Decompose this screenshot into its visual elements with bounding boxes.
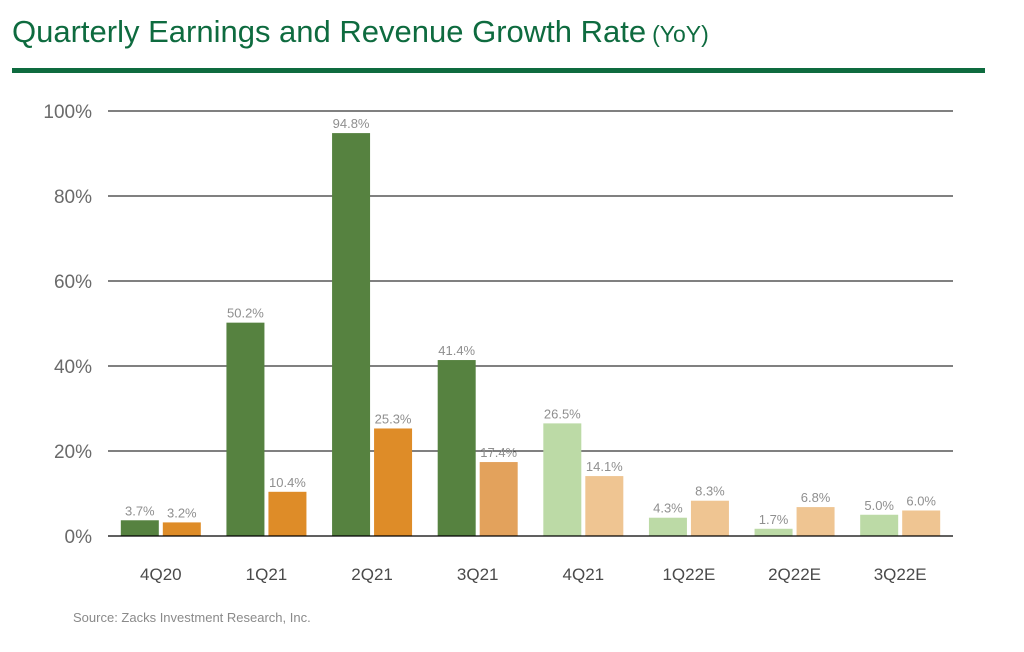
bar-series-2-1q22e	[690, 500, 729, 536]
bar-series-2-2q21	[374, 428, 413, 536]
chart-title-suffix: (YoY)	[652, 21, 709, 47]
data-label: 26.5%	[544, 406, 581, 421]
x-tick-label: 4Q21	[563, 565, 605, 584]
bar-series-1-1q21	[226, 322, 265, 536]
y-tick-label: 20%	[54, 442, 92, 463]
x-tick-label: 3Q22E	[874, 565, 927, 584]
data-label: 3.7%	[125, 503, 155, 518]
x-tick-label: 1Q22E	[662, 565, 715, 584]
y-tick-label: 80%	[54, 187, 92, 208]
data-label: 5.0%	[864, 498, 894, 513]
x-tick-label: 2Q22E	[768, 565, 821, 584]
data-label: 6.0%	[906, 494, 936, 509]
bar-series-1-3q21	[437, 360, 476, 536]
data-label: 50.2%	[227, 306, 264, 321]
bar-series-1-2q22e	[754, 528, 793, 536]
data-label: 4.3%	[653, 501, 683, 516]
data-label: 8.3%	[695, 484, 725, 499]
x-tick-label: 1Q21	[246, 565, 288, 584]
bar-series-2-4q20	[162, 522, 201, 536]
data-label: 3.2%	[167, 505, 197, 520]
bar-series-2-2q22e	[796, 507, 835, 536]
data-label: 25.3%	[375, 411, 412, 426]
bar-series-2-3q22e	[902, 510, 941, 536]
data-label: 10.4%	[269, 475, 306, 490]
data-label: 17.4%	[480, 445, 517, 460]
source-note: Source: Zacks Investment Research, Inc.	[73, 610, 311, 625]
bar-series-1-4q20	[120, 520, 159, 536]
bar-series-1-1q22e	[648, 517, 687, 536]
bar-series-1-2q21	[332, 133, 371, 536]
x-tick-label: 4Q20	[140, 565, 182, 584]
data-label: 1.7%	[759, 512, 789, 527]
y-tick-label: 100%	[43, 102, 92, 123]
y-tick-label: 40%	[54, 357, 92, 378]
x-tick-label: 3Q21	[457, 565, 499, 584]
chart-title: Quarterly Earnings and Revenue Growth Ra…	[12, 14, 709, 50]
data-label: 6.8%	[801, 490, 831, 505]
x-tick-label: 2Q21	[351, 565, 393, 584]
bar-series-2-1q21	[268, 491, 307, 536]
y-tick-label: 0%	[65, 527, 93, 548]
bar-series-1-4q21	[543, 423, 582, 536]
data-label: 41.4%	[438, 343, 475, 358]
data-label: 14.1%	[586, 459, 623, 474]
chart-title-text: Quarterly Earnings and Revenue Growth Ra…	[12, 14, 647, 49]
title-underline-rule	[12, 68, 985, 73]
y-tick-label: 60%	[54, 272, 92, 293]
bar-series-2-3q21	[479, 462, 518, 536]
bar-series-1-3q22e	[860, 514, 899, 536]
bar-series-2-4q21	[585, 476, 624, 536]
data-label: 94.8%	[333, 116, 370, 131]
